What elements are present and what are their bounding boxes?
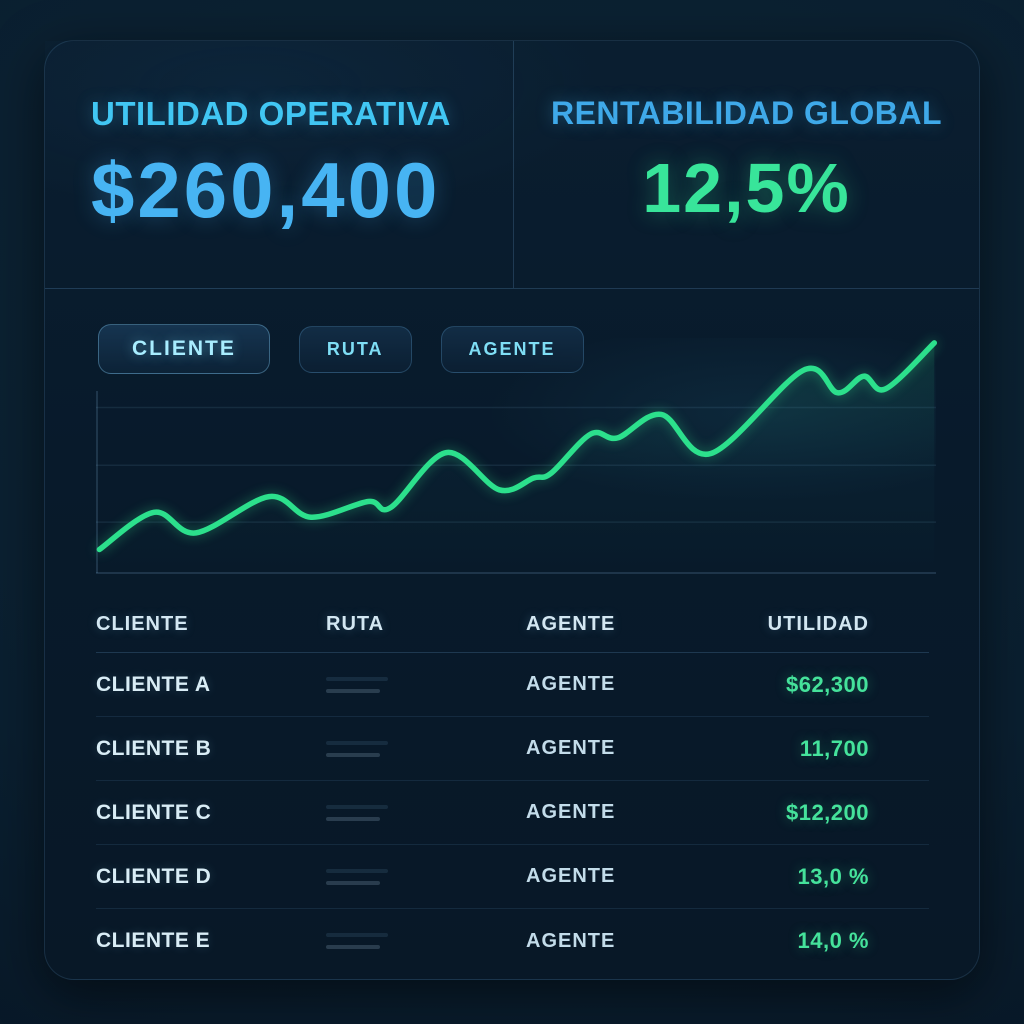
clients-table: CLIENTE RUTA AGENTE UTILIDAD CLIENTE A A… bbox=[96, 596, 929, 973]
cell-utilidad: 14,0 % bbox=[797, 928, 869, 953]
cell-agente: AGENTE bbox=[526, 737, 616, 759]
ruta-placeholder-bar bbox=[326, 740, 388, 745]
dashboard-card: UTILIDAD OPERATIVA $260,400 RENTABILIDAD… bbox=[44, 40, 980, 980]
tab-cliente[interactable]: CLIENTE bbox=[98, 324, 270, 374]
cell-utilidad: $12,200 bbox=[785, 799, 869, 825]
col-header-cliente: CLIENTE bbox=[96, 612, 189, 635]
cell-ruta bbox=[326, 868, 526, 885]
tab-ruta[interactable]: RUTA bbox=[298, 325, 412, 373]
cell-ruta bbox=[326, 933, 526, 949]
table-header: CLIENTE RUTA AGENTE UTILIDAD bbox=[96, 596, 929, 653]
ruta-placeholder-bar bbox=[326, 752, 380, 757]
tab-agente[interactable]: AGENTE bbox=[440, 325, 584, 373]
ruta-placeholder-bar bbox=[326, 688, 380, 693]
kpi-section: UTILIDAD OPERATIVA $260,400 RENTABILIDAD… bbox=[45, 41, 979, 289]
ruta-placeholder-bar bbox=[326, 804, 388, 809]
cell-agente: AGENTE bbox=[526, 673, 616, 695]
cell-ruta bbox=[326, 804, 526, 821]
table-row[interactable]: CLIENTE D AGENTE 13,0 % bbox=[96, 845, 929, 909]
cell-ruta bbox=[326, 740, 526, 757]
table-row[interactable]: CLIENTE C AGENTE $12,200 bbox=[96, 781, 929, 845]
cell-cliente: CLIENTE C bbox=[96, 800, 212, 824]
cell-agente: AGENTE bbox=[526, 929, 616, 952]
table-row[interactable]: CLIENTE B AGENTE 11,700 bbox=[96, 717, 929, 781]
cell-agente: AGENTE bbox=[526, 801, 616, 823]
ruta-placeholder-bar bbox=[326, 945, 380, 949]
table-row[interactable]: CLIENTE A AGENTE $62,300 bbox=[96, 653, 929, 717]
trend-line bbox=[96, 340, 938, 553]
col-header-utilidad: UTILIDAD bbox=[767, 612, 869, 635]
trend-area-fill bbox=[99, 342, 935, 573]
kpi-rentabilidad-global: RENTABILIDAD GLOBAL 12,5% bbox=[514, 41, 979, 288]
kpi-title-rentabilidad: RENTABILIDAD GLOBAL bbox=[550, 95, 943, 131]
cell-cliente: CLIENTE D bbox=[96, 864, 212, 888]
ruta-placeholder-bar bbox=[326, 880, 380, 885]
ruta-placeholder-bar bbox=[326, 933, 388, 937]
cell-utilidad: 11,700 bbox=[799, 735, 869, 761]
cell-cliente: CLIENTE A bbox=[96, 672, 211, 696]
filter-tabs: CLIENTE RUTA AGENTE bbox=[98, 324, 584, 374]
cell-cliente: CLIENTE E bbox=[96, 929, 211, 952]
ruta-placeholder-bar bbox=[326, 816, 380, 821]
trend-chart bbox=[96, 338, 938, 574]
ruta-placeholder-bar bbox=[326, 868, 388, 873]
cell-cliente: CLIENTE B bbox=[96, 736, 212, 760]
kpi-utilidad-operativa: UTILIDAD OPERATIVA $260,400 bbox=[45, 41, 514, 288]
cell-utilidad: $62,300 bbox=[785, 671, 869, 697]
kpi-value-utilidad: $260,400 bbox=[91, 146, 441, 234]
kpi-title-utilidad: UTILIDAD OPERATIVA bbox=[91, 95, 451, 132]
line-chart-svg bbox=[96, 340, 938, 574]
col-header-agente: AGENTE bbox=[526, 612, 616, 635]
cell-ruta bbox=[326, 676, 526, 693]
cell-agente: AGENTE bbox=[526, 865, 616, 887]
kpi-value-rentabilidad: 12,5% bbox=[642, 149, 851, 227]
ruta-placeholder-bar bbox=[326, 676, 388, 681]
col-header-ruta: RUTA bbox=[326, 612, 385, 635]
table-row[interactable]: CLIENTE E AGENTE 14,0 % bbox=[96, 909, 929, 973]
cell-utilidad: 13,0 % bbox=[797, 863, 869, 889]
